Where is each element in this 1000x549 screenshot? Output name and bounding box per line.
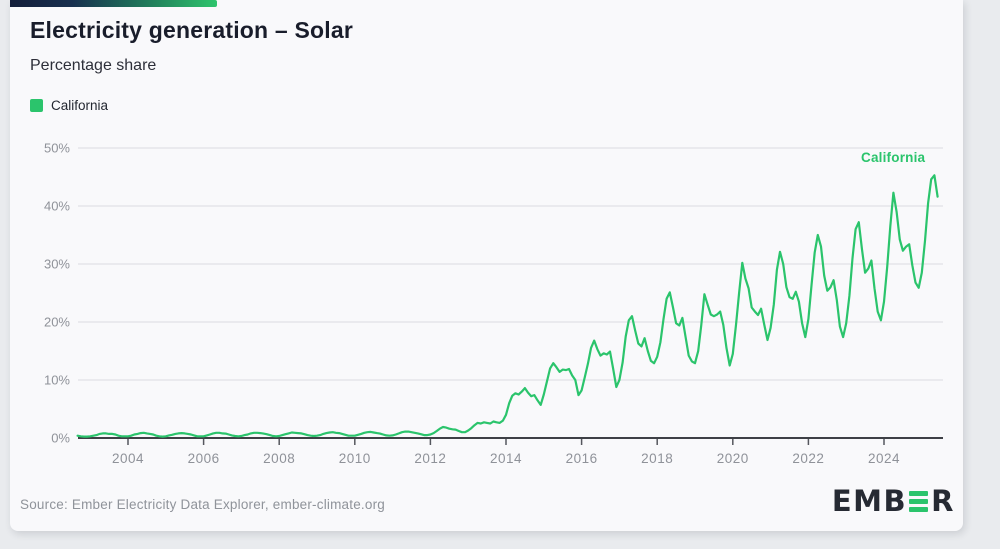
svg-text:2004: 2004 bbox=[112, 451, 144, 466]
page-title: Electricity generation – Solar bbox=[30, 17, 354, 43]
ember-logo-text-emb: EMB bbox=[831, 484, 908, 518]
svg-text:40%: 40% bbox=[44, 199, 70, 214]
chart-card: Electricity generation – Solar Percentag… bbox=[10, 0, 963, 531]
ember-logo: EMB R bbox=[832, 484, 955, 518]
svg-text:2016: 2016 bbox=[566, 451, 598, 466]
brand-gradient-bar bbox=[10, 0, 217, 7]
legend-swatch-california bbox=[30, 99, 43, 112]
ember-logo-e-icon bbox=[909, 489, 929, 513]
chart-plot-area: 0% 10% 20% 30% 40% 50% 2004 2006 2008 2010 2012 201… bbox=[44, 141, 943, 466]
svg-text:2008: 2008 bbox=[263, 451, 295, 466]
svg-text:2006: 2006 bbox=[188, 451, 220, 466]
legend: California bbox=[30, 98, 108, 113]
legend-label-california: California bbox=[51, 98, 109, 113]
chart-subtitle: Percentage share bbox=[30, 57, 157, 74]
svg-text:2024: 2024 bbox=[868, 451, 900, 466]
svg-text:2020: 2020 bbox=[717, 451, 749, 466]
svg-text:0%: 0% bbox=[51, 431, 70, 446]
svg-text:10%: 10% bbox=[44, 373, 70, 388]
svg-text:2022: 2022 bbox=[792, 451, 824, 466]
svg-text:2010: 2010 bbox=[339, 451, 371, 466]
svg-text:2018: 2018 bbox=[641, 451, 673, 466]
svg-text:50%: 50% bbox=[44, 141, 70, 156]
svg-text:20%: 20% bbox=[44, 315, 70, 330]
svg-text:2014: 2014 bbox=[490, 451, 522, 466]
svg-text:30%: 30% bbox=[44, 257, 70, 272]
source-attribution: Source: Ember Electricity Data Explorer,… bbox=[20, 497, 385, 512]
svg-text:2012: 2012 bbox=[414, 451, 446, 466]
ember-logo-text-r: R bbox=[931, 484, 955, 518]
series-end-label-california: California bbox=[861, 150, 926, 165]
